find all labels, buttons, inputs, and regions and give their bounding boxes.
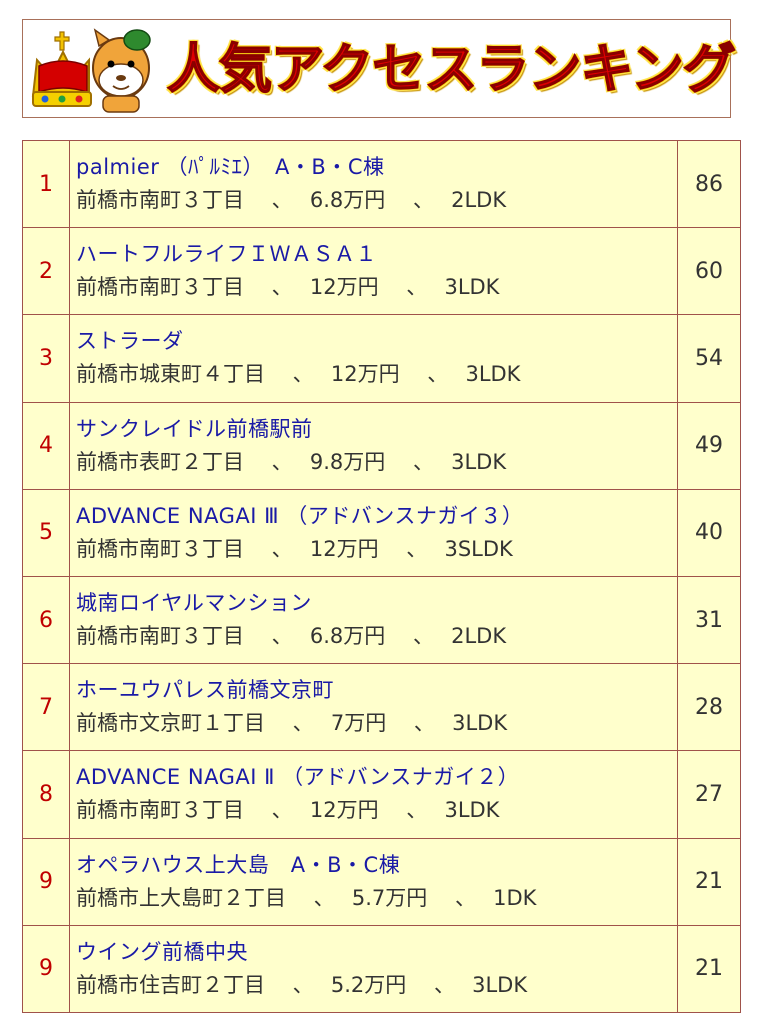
ranking-row: 7 ホーユウパレス前橋文京町 前橋市文京町１丁目 、 7万円 、 3LDK 28 (22, 663, 741, 752)
property-rent: 5.2万円 (330, 972, 407, 997)
property-address: 前橋市文京町１丁目 (76, 711, 265, 736)
property-layout: 3LDK (444, 798, 500, 823)
ranking-row: 6 城南ロイヤルマンション 前橋市南町３丁目 、 6.8万円 、 2LDK 31 (22, 575, 741, 665)
property-detail: 前橋市南町３丁目 、 12万円 、 3LDK (76, 798, 500, 823)
property-info: ウイング前橋中央前橋市住吉町２丁目 、 5.2万円 、 3LDK (69, 924, 678, 1014)
property-name-link[interactable]: ストラーダ (76, 329, 184, 354)
property-info: 城南ロイヤルマンション前橋市南町３丁目 、 6.8万円 、 2LDK (69, 575, 678, 665)
property-info: palmier （ﾊﾟﾙﾐｴ） A・B・C棟前橋市南町３丁目 、 6.8万円 、… (69, 139, 678, 229)
rank-number: 6 (22, 575, 70, 665)
ranking-row: 1 palmier （ﾊﾟﾙﾐｴ） A・B・C棟前橋市南町３丁目 、 6.8万円 … (22, 139, 741, 229)
ranking-header: 人気アクセスランキング (22, 19, 737, 118)
rank-number: 3 (22, 314, 70, 403)
rank-number: 4 (22, 401, 70, 490)
access-count: 54 (677, 314, 741, 403)
access-count: 86 (677, 139, 741, 229)
property-address: 前橋市住吉町２丁目 (76, 972, 265, 997)
property-name-link[interactable]: サンクレイドル前橋駅前 (76, 416, 313, 441)
rank-number: 9 (22, 837, 70, 926)
property-detail: 前橋市城東町４丁目 、 12万円 、 3LDK (76, 362, 521, 387)
property-layout: 2LDK (451, 624, 507, 649)
rank-number: 9 (22, 924, 70, 1014)
property-info: サンクレイドル前橋駅前前橋市表町２丁目 、 9.8万円 、 3LDK (69, 401, 678, 490)
property-address: 前橋市南町３丁目 (76, 536, 244, 561)
ranking-row: 3 ストラーダ 前橋市城東町４丁目 、 12万円 、 3LDK 54 (22, 314, 741, 403)
property-info: ADVANCE NAGAI Ⅲ （アドバンスナガイ３） 前橋市南町３丁目 、 12… (69, 488, 678, 577)
property-rent: 12万円 (330, 362, 400, 387)
access-count: 31 (677, 575, 741, 665)
property-address: 前橋市城東町４丁目 (76, 362, 265, 387)
property-layout: 3LDK (452, 711, 508, 736)
property-layout: 2LDK (451, 188, 507, 213)
property-rent: 5.7万円 (351, 885, 428, 910)
property-info: オペラハウス上大島 A・B・C棟前橋市上大島町２丁目 、 5.7万円 、 1DK (69, 837, 678, 926)
property-name-link[interactable]: ADVANCE NAGAI Ⅱ （アドバンスナガイ２） (76, 765, 520, 790)
access-count: 49 (677, 401, 741, 490)
property-layout: 3LDK (444, 275, 500, 300)
page-title: 人気アクセスランキング (166, 38, 736, 101)
property-name-link[interactable]: ウイング前橋中央 (76, 939, 248, 964)
property-layout: 3LDK (465, 362, 521, 387)
ranking-row: 2 ハートフルライフＩＷＡＳＡ１ 前橋市南町３丁目 、 12万円 、 3LDK 60 (22, 227, 741, 316)
rank-number: 8 (22, 750, 70, 839)
property-detail: 前橋市上大島町２丁目 、 5.7万円 、 1DK (76, 885, 537, 910)
property-info: ハートフルライフＩＷＡＳＡ１ 前橋市南町３丁目 、 12万円 、 3LDK (69, 227, 678, 316)
property-detail: 前橋市表町２丁目 、 9.8万円 、 3LDK (76, 449, 507, 474)
ranking-row: 5 ADVANCE NAGAI Ⅲ （アドバンスナガイ３） 前橋市南町３丁目 、 1… (22, 488, 741, 577)
property-rent: 12万円 (309, 536, 379, 561)
property-name-link[interactable]: ハートフルライフＩＷＡＳＡ１ (76, 242, 377, 267)
property-name-link[interactable]: ホーユウパレス前橋文京町 (76, 678, 334, 703)
rank-number: 7 (22, 663, 70, 752)
access-count: 60 (677, 227, 741, 316)
property-name-link[interactable]: ADVANCE NAGAI Ⅲ （アドバンスナガイ３） (76, 503, 524, 528)
property-address: 前橋市南町３丁目 (76, 798, 244, 823)
rank-number: 1 (22, 139, 70, 229)
property-detail: 前橋市南町３丁目 、 6.8万円 、 2LDK (76, 188, 507, 213)
property-address: 前橋市上大島町２丁目 (76, 885, 286, 910)
ranking-row: 8 ADVANCE NAGAI Ⅱ （アドバンスナガイ２） 前橋市南町３丁目 、 1… (22, 750, 741, 839)
property-detail: 前橋市南町３丁目 、 6.8万円 、 2LDK (76, 624, 507, 649)
rank-number: 5 (22, 488, 70, 577)
ranking-row: 9 ウイング前橋中央 前橋市住吉町２丁目 、 5.2万円 、 3LDK 21 (22, 924, 741, 1014)
property-layout: 3LDK (451, 449, 507, 474)
property-rent: 6.8万円 (309, 188, 386, 213)
property-rent: 9.8万円 (309, 449, 386, 474)
property-info: ホーユウパレス前橋文京町前橋市文京町１丁目 、 7万円 、 3LDK (69, 663, 678, 752)
rank-number: 2 (22, 227, 70, 316)
property-name-link[interactable]: palmier （ﾊﾟﾙﾐｴ） A・B・C棟 (76, 155, 385, 180)
ranking-table: 1 palmier （ﾊﾟﾙﾐｴ） A・B・C棟前橋市南町３丁目 、 6.8万円 … (22, 139, 741, 1014)
property-rent: 6.8万円 (309, 624, 386, 649)
property-info: ADVANCE NAGAI Ⅱ （アドバンスナガイ２） 前橋市南町３丁目 、 12… (69, 750, 678, 839)
crown-mascot-icon (31, 28, 151, 113)
property-info: ストラーダ前橋市城東町４丁目 、 12万円 、 3LDK (69, 314, 678, 403)
access-count: 21 (677, 837, 741, 926)
property-rent: 12万円 (309, 275, 379, 300)
property-rent: 12万円 (309, 798, 379, 823)
ranking-row: 9 オペラハウス上大島 A・B・C棟前橋市上大島町２丁目 、 5.7万円 、 1D… (22, 837, 741, 926)
property-layout: 3LDK (472, 972, 528, 997)
property-detail: 前橋市南町３丁目 、 12万円 、 3LDK (76, 275, 500, 300)
access-count: 40 (677, 488, 741, 577)
property-address: 前橋市南町３丁目 (76, 624, 244, 649)
property-rent: 7万円 (330, 711, 387, 736)
property-name-link[interactable]: 城南ロイヤルマンション (76, 591, 312, 616)
ranking-row: 4 サンクレイドル前橋駅前 前橋市表町２丁目 、 9.8万円 、 3LDK 49 (22, 401, 741, 490)
property-detail: 前橋市文京町１丁目 、 7万円 、 3LDK (76, 711, 508, 736)
property-detail: 前橋市住吉町２丁目 、 5.2万円 、 3LDK (76, 972, 528, 997)
property-address: 前橋市表町２丁目 (76, 449, 244, 474)
property-detail: 前橋市南町３丁目 、 12万円 、 3SLDK (76, 536, 513, 561)
access-count: 28 (677, 663, 741, 752)
access-count: 27 (677, 750, 741, 839)
property-address: 前橋市南町３丁目 (76, 188, 244, 213)
access-count: 21 (677, 924, 741, 1014)
property-name-link[interactable]: オペラハウス上大島 A・B・C棟 (76, 852, 401, 877)
property-layout: 1DK (493, 885, 537, 910)
property-address: 前橋市南町３丁目 (76, 275, 244, 300)
property-layout: 3SLDK (444, 536, 513, 561)
